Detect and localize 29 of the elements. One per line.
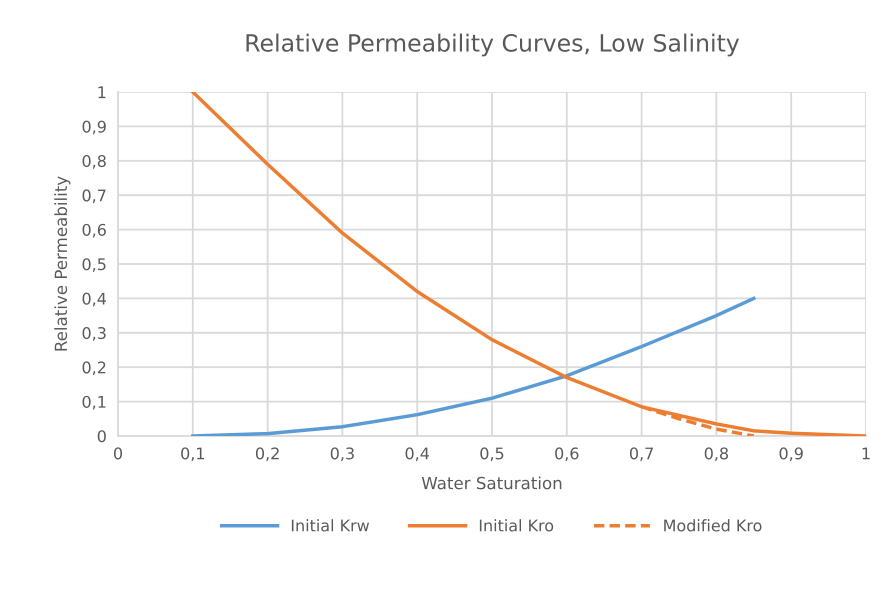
x-axis-title: Water Saturation — [422, 476, 562, 490]
y-tick-label: 0,4 — [82, 292, 106, 306]
y-axis-title: Relative Permeability — [54, 176, 70, 351]
y-tick-label: 0,1 — [82, 396, 106, 410]
y-tick-label: 0,5 — [82, 258, 106, 272]
x-tick-label: 0,1 — [181, 447, 204, 462]
y-tick-label: 0,7 — [82, 189, 106, 204]
y-tick-label: 0 — [98, 430, 106, 442]
legend-label: Modified Kro — [664, 519, 762, 532]
x-tick-label: 0,3 — [330, 447, 354, 462]
x-tick-label: 0,5 — [480, 447, 504, 462]
y-tick-label: 1 — [98, 86, 106, 98]
x-tick-label: 0,4 — [406, 447, 430, 462]
y-tick-label: 0,8 — [82, 155, 106, 169]
y-tick-label: 0,6 — [82, 224, 106, 238]
x-tick-label: 0,7 — [630, 447, 653, 462]
legend-label: Initial Kro — [480, 519, 554, 532]
x-tick-label: 0 — [114, 447, 122, 460]
y-tick-label: 0,2 — [82, 361, 106, 376]
x-tick-label: 0,8 — [704, 447, 728, 462]
x-tick-label: 1 — [862, 448, 870, 460]
legend-label: Initial Krw — [292, 519, 370, 532]
chart-title: Relative Permeability Curves, Low Salinity — [246, 34, 740, 56]
x-tick-label: 0,2 — [256, 447, 279, 462]
x-tick-label: 0,9 — [780, 447, 803, 462]
y-tick-label: 0,3 — [82, 327, 106, 341]
line-series — [191, 296, 756, 436]
x-tick-label: 0,6 — [555, 447, 578, 462]
y-tick-label: 0,9 — [82, 120, 106, 134]
